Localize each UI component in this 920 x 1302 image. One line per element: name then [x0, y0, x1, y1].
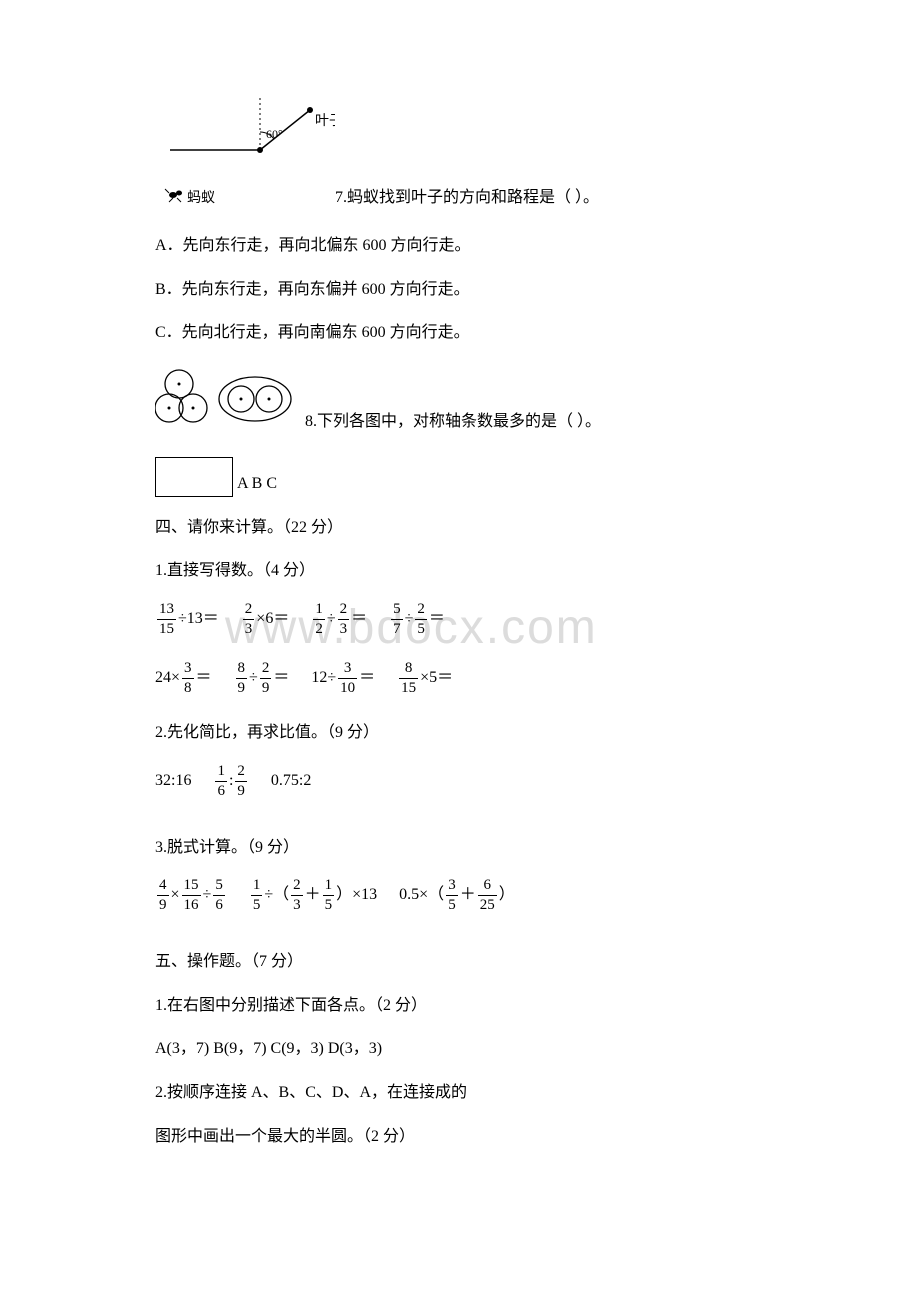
frac: 1315 [157, 602, 176, 637]
plus: ＋ [305, 886, 321, 903]
frac: 57 [391, 602, 403, 637]
q8-prompt: 8.下列各图中，对称轴条数最多的是（ ）。 [305, 409, 601, 435]
op: ×5＝ [420, 669, 453, 686]
q7-row: 60° 叶子 蚂蚁 7.蚂蚁找到叶子的方向和路程是（ ）。 [155, 90, 765, 215]
frac: 25 [415, 602, 427, 637]
op: ＝ [196, 669, 212, 686]
frac: 23 [243, 602, 255, 637]
frac: 23 [338, 602, 350, 637]
sec5-points: A(3，7) B(9，7) C(9，3) D(3，3) [155, 1036, 765, 1062]
op: ÷13＝ [178, 610, 219, 627]
sec5-p1: 1.在右图中分别描述下面各点。（2 分） [155, 993, 765, 1019]
frac: 23 [291, 878, 303, 913]
frac: 35 [446, 878, 458, 913]
frac: 815 [399, 661, 418, 696]
sec4-p1-row2: 24×38＝ 89÷29＝ 12÷310＝ 815×5＝ [155, 661, 765, 696]
op: ＝ [273, 669, 289, 686]
q8-row: 8.下列各图中，对称轴条数最多的是（ ）。 [155, 364, 765, 439]
colon: : [229, 772, 233, 789]
q8-diagram [155, 364, 305, 439]
frac: 16 [215, 764, 227, 799]
frac: 15 [251, 878, 263, 913]
frac: 56 [213, 878, 225, 913]
q7-opt-b: B．先向东行走，再向东偏并 600 方向行走。 [155, 277, 765, 303]
sec4-p2-title: 2.先化简比，再求比值。（9 分） [155, 720, 765, 746]
op: × [171, 886, 180, 903]
frac: 49 [157, 878, 169, 913]
frac: 1516 [182, 878, 201, 913]
angle-label: 60° [266, 127, 283, 141]
q7-prompt: 7.蚂蚁找到叶子的方向和路程是（ ）。 [335, 185, 599, 211]
frac: 310 [338, 661, 357, 696]
frac: 29 [260, 661, 272, 696]
pre: ÷（ [264, 886, 289, 903]
expr: 0.75:2 [271, 772, 311, 789]
sec5-p2b: 图形中画出一个最大的半圆。（2 分） [155, 1124, 765, 1150]
q8-label-row: A B C [155, 457, 765, 497]
q7-diagram: 60° 叶子 蚂蚁 [155, 90, 335, 215]
sec5-title: 五、操作题。（7 分） [155, 949, 765, 975]
q7-opt-c: C．先向北行走，再向南偏东 600 方向行走。 [155, 320, 765, 346]
sec5-p2a: 2.按顺序连接 A、B、C、D、A，在连接成的 [155, 1080, 765, 1106]
frac: 12 [313, 602, 325, 637]
op: ÷ [327, 610, 336, 627]
sec4-title: 四、请你来计算。（22 分） [155, 515, 765, 541]
sec4-p3-title: 3.脱式计算。（9 分） [155, 835, 765, 861]
pre: 0.5×（ [399, 886, 444, 903]
sec4-p2-row: 32:16 16:29 0.75:2 [155, 764, 765, 799]
op: ÷ [249, 669, 258, 686]
leaf-label: 叶子 [315, 113, 335, 129]
plus: ＋ [460, 886, 476, 903]
post: ）×13 [336, 886, 377, 903]
ant-label: 蚂蚁 [187, 190, 215, 206]
ant-icon [165, 189, 182, 202]
sec4-p3-row: 49×1516÷56 15÷（23＋15）×13 0.5×（35＋625） [155, 878, 765, 913]
q8-rect-icon [155, 457, 233, 497]
op: ＝ [351, 610, 367, 627]
q8-labels: A B C [237, 471, 277, 497]
page-content: 60° 叶子 蚂蚁 7.蚂蚁找到叶子的方向和路程是（ ）。 A．先向东行走，再向… [155, 90, 765, 1149]
post: ） [499, 886, 515, 903]
q7-opt-a: A．先向东行走，再向北偏东 600 方向行走。 [155, 233, 765, 259]
op: ＝ [359, 669, 375, 686]
expr: 32:16 [155, 772, 191, 789]
sec4-p1-row1: 1315÷13＝ 23×6＝ 12÷23＝ 57÷25＝ [155, 602, 765, 637]
op: ÷ [203, 886, 212, 903]
sec4-p1-title: 1.直接写得数。（4 分） [155, 558, 765, 584]
frac: 15 [323, 878, 335, 913]
op: ÷ [405, 610, 414, 627]
frac: 89 [236, 661, 248, 696]
frac: 29 [235, 764, 247, 799]
op: ×6＝ [256, 610, 289, 627]
op: ＝ [429, 610, 445, 627]
pre: 24× [155, 669, 180, 686]
pre: 12÷ [311, 669, 336, 686]
frac: 625 [478, 878, 497, 913]
frac: 38 [182, 661, 194, 696]
